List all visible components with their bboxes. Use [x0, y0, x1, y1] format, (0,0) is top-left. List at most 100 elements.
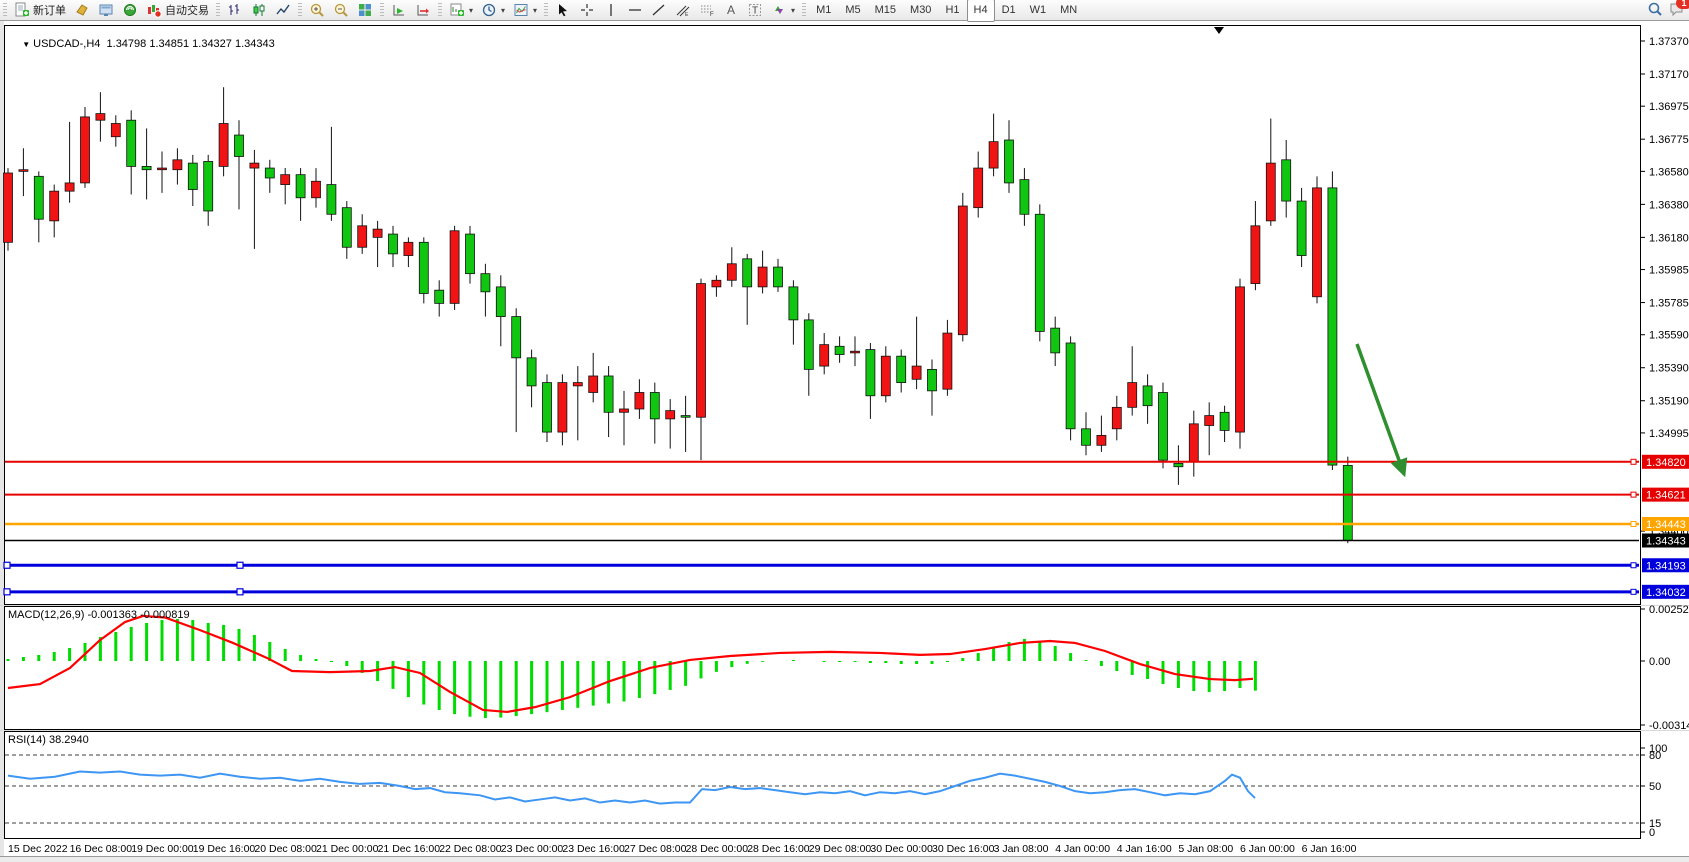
shapes-icon — [771, 2, 787, 18]
bar-chart-button[interactable] — [223, 0, 247, 21]
channel-button[interactable]: E — [671, 0, 695, 21]
candle-body — [619, 408, 629, 413]
toolbar-group-grip — [298, 2, 302, 18]
chart-area[interactable]: 1.37370 1.37170 1.36975 1.36775 1.36580 1.363… — [0, 21, 1689, 862]
terminal-button[interactable] — [94, 0, 118, 21]
trendline-icon — [651, 2, 667, 18]
crosshair-button[interactable] — [575, 0, 599, 21]
timeframe-h1-button[interactable]: H1 — [945, 4, 960, 16]
period-button[interactable]: ▾ — [477, 0, 509, 21]
autotrade-icon — [146, 2, 162, 18]
candle-body — [1081, 428, 1091, 446]
candle-body — [234, 134, 244, 157]
timeframe-w1-button[interactable]: W1 — [1029, 4, 1047, 16]
candle-body — [942, 332, 953, 390]
line-handle[interactable] — [236, 561, 244, 569]
candle-body — [341, 207, 352, 248]
cursor-button[interactable] — [551, 0, 575, 21]
time-axis-label: 30 Dec 16:00 — [932, 843, 995, 855]
price-axis-tick-label: 1.35985 — [1649, 265, 1689, 277]
notification-badge: 1 — [1676, 0, 1689, 9]
zoom-out-icon — [333, 2, 349, 18]
timeframe-m1-button[interactable]: M1 — [816, 4, 832, 16]
price-axis-tick-label: 1.37370 — [1649, 36, 1689, 48]
line-handle[interactable] — [1630, 491, 1637, 498]
candle-body — [850, 350, 860, 354]
zoom-in-button[interactable] — [305, 0, 329, 21]
candle-body — [95, 113, 106, 121]
line-handle[interactable] — [1630, 458, 1637, 465]
line-handle[interactable] — [1630, 562, 1637, 569]
price-line-tag-label: 1.34343 — [1646, 536, 1686, 548]
price-axis-tick-label: 1.35190 — [1649, 396, 1689, 408]
autotrade-button[interactable]: 自动交易 — [142, 0, 213, 21]
line-handle[interactable] — [3, 561, 11, 569]
candle-body — [218, 123, 229, 167]
candle-body — [1219, 411, 1230, 431]
text-icon: A — [723, 2, 739, 18]
timeframe-h4-button[interactable]: H4 — [966, 0, 995, 22]
time-axis[interactable]: 15 Dec 2022 16 Dec 08:00 19 Dec 00:00 19 De… — [8, 843, 1357, 855]
rsi-panel[interactable] — [4, 731, 1641, 839]
panel-splitter[interactable] — [0, 730, 1689, 731]
chart-shift-button[interactable] — [411, 0, 435, 21]
timeframe-d1-button[interactable]: D1 — [1001, 4, 1016, 16]
candle-body — [357, 225, 368, 248]
line-chart-button[interactable] — [271, 0, 295, 21]
line-handle[interactable] — [1630, 588, 1637, 595]
line-handle[interactable] — [1630, 521, 1637, 528]
zoom-out-button[interactable] — [329, 0, 353, 21]
text-button[interactable]: A — [719, 0, 743, 21]
horizontal-line-button[interactable] — [623, 0, 647, 21]
timeframe-m30-button[interactable]: M30 — [910, 4, 932, 16]
quick-trade-button[interactable] — [70, 0, 94, 21]
vertical-line-button[interactable] — [599, 0, 623, 21]
price-line-tag-label: 1.34193 — [1646, 560, 1686, 572]
auto-scroll-button[interactable] — [387, 0, 411, 21]
timeframe-mn-button[interactable]: MN — [1060, 4, 1078, 16]
timeframe-m5-button[interactable]: M5 — [845, 4, 861, 16]
template-button[interactable]: ▾ — [509, 0, 541, 21]
panel-splitter[interactable] — [0, 605, 1689, 606]
chat-bubble-icon — [1669, 3, 1685, 20]
annotation-arrow-down[interactable] — [1355, 343, 1408, 478]
candle-body — [126, 119, 137, 167]
new-chart-button[interactable]: ▾ — [445, 0, 477, 21]
toolbar-group-grip — [380, 2, 384, 18]
candlestick-chart-icon — [251, 2, 267, 18]
candlestick-chart-button[interactable] — [247, 0, 271, 21]
candle-body — [80, 116, 90, 184]
candle-body — [927, 368, 937, 392]
fibonacci-button[interactable]: F — [695, 0, 719, 21]
macd-axis-label: -0.003149 — [1649, 720, 1689, 732]
candle-body — [187, 162, 198, 190]
shapes-button[interactable]: ▾ — [767, 0, 799, 21]
chart-shift-marker[interactable] — [1214, 27, 1224, 34]
macd-panel[interactable] — [4, 606, 1641, 730]
toolbar-group-grip — [216, 2, 220, 18]
price-axis[interactable]: 1.37370 1.37170 1.36975 1.36775 1.36580 1.363… — [1640, 36, 1689, 538]
candle-body — [203, 161, 214, 212]
new-order-button[interactable]: 新订单 — [10, 0, 70, 21]
search-icon[interactable] — [1647, 1, 1663, 20]
candle-body — [834, 345, 845, 355]
line-handle[interactable] — [3, 588, 11, 596]
signals-button[interactable] — [118, 0, 142, 21]
timeframe-m15-button[interactable]: M15 — [874, 4, 897, 16]
label-button[interactable]: T — [743, 0, 767, 21]
time-axis-label: 20 Dec 08:00 — [254, 843, 317, 855]
chart-shift-icon — [415, 2, 431, 18]
macd-axis[interactable]: 0.002527 0.00 -0.003149 — [1640, 604, 1689, 732]
candle-body — [1312, 187, 1322, 298]
rsi-axis-label: 80 — [1649, 750, 1661, 762]
price-panel[interactable] — [4, 25, 1641, 605]
time-axis-label: 27 Dec 08:00 — [624, 843, 687, 855]
symbol-dropdown-icon[interactable]: ▼ — [22, 40, 31, 49]
tile-windows-button[interactable] — [353, 0, 377, 21]
trendline-button[interactable] — [647, 0, 671, 21]
notifications-button[interactable]: 1 — [1669, 0, 1689, 20]
line-handle[interactable] — [236, 588, 244, 596]
rsi-line — [7, 770, 1256, 805]
